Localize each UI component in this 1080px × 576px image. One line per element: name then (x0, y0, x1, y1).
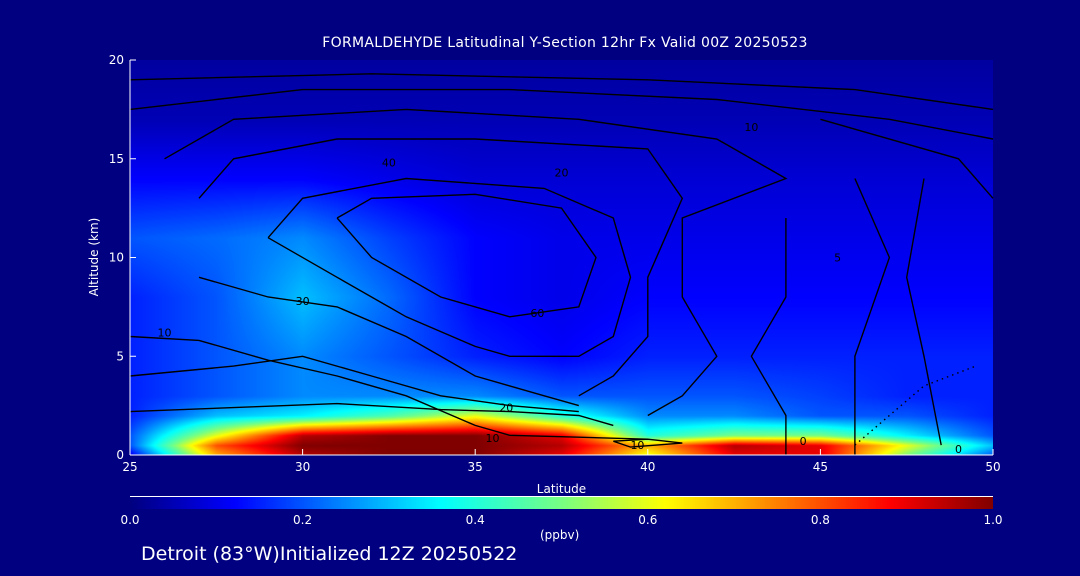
y-tick-label: 15 (109, 152, 124, 166)
x-tick-label: 35 (468, 460, 483, 474)
contour-line (267, 177, 632, 357)
contour-label: 30 (296, 295, 310, 308)
x-tick-label: 50 (985, 460, 1000, 474)
y-tick-label: 10 (109, 251, 124, 265)
contour-label: 40 (382, 157, 396, 170)
colorbar (130, 497, 993, 509)
contour-label: 0 (800, 435, 807, 448)
contour-line (129, 335, 648, 440)
contour-line (750, 218, 787, 455)
contour-line (198, 138, 684, 397)
chart-title: FORMALDEHYDE Latitudinal Y-Section 12hr … (322, 35, 808, 51)
contour-line (129, 355, 579, 413)
contour-line (129, 88, 994, 140)
colorbar-tick: 1.0 (983, 513, 1003, 527)
colorbar-unit: (ppbv) (540, 528, 580, 542)
x-tick-label: 45 (813, 460, 828, 474)
colorbar-tick: 0.8 (810, 513, 830, 527)
contour-label: 10 (485, 432, 499, 445)
contour-label: 5 (834, 252, 841, 265)
colorbar-tick: 0.0 (120, 513, 140, 527)
colorbar-tick: 0.2 (293, 513, 313, 527)
x-tick-label: 30 (295, 460, 310, 474)
contour-label: 0 (955, 443, 962, 456)
contour-label: 20 (499, 402, 513, 415)
contour-line (129, 73, 994, 111)
contour-line (129, 402, 614, 427)
y-tick-label: 0 (116, 448, 124, 462)
colorbar-tick: 0.4 (465, 513, 485, 527)
colorbar-top-line (130, 496, 993, 497)
footer-info: Detroit (83°W)Initialized 12Z 20250522 (141, 543, 518, 565)
contour-label: 10 (630, 439, 644, 452)
y-tick-label: 20 (109, 53, 124, 67)
contour-line (854, 178, 891, 455)
contour-label: 20 (555, 167, 569, 180)
x-axis-label: Latitude (536, 482, 587, 496)
contour-line (820, 118, 994, 199)
contour-overlay: 30 10 20 10 10 0 0 60 40 10 20 5 25 30 35 40 45 50 0 5 10 15 2… (109, 53, 1001, 474)
x-tick-label: 40 (640, 460, 655, 474)
contour-line (336, 193, 597, 318)
contour-line (854, 365, 976, 446)
contour-line (198, 276, 579, 407)
contour-label: 60 (530, 307, 544, 320)
contour-line (905, 178, 942, 446)
plot-area: 30 10 20 10 10 0 0 60 40 10 20 5 25 30 35 40 45 50 0 5 10 15 2… (109, 53, 1001, 474)
colorbar-tick: 0.6 (638, 513, 658, 527)
concentration-heatmap (130, 60, 993, 455)
contour-label: 10 (744, 121, 758, 134)
contour-line (613, 438, 683, 448)
y-axis-label: Altitude (km) (87, 217, 101, 297)
y-tick-label: 5 (116, 349, 124, 363)
x-tick-label: 25 (122, 460, 137, 474)
contour-line (164, 108, 788, 417)
contour-label: 10 (158, 327, 172, 340)
